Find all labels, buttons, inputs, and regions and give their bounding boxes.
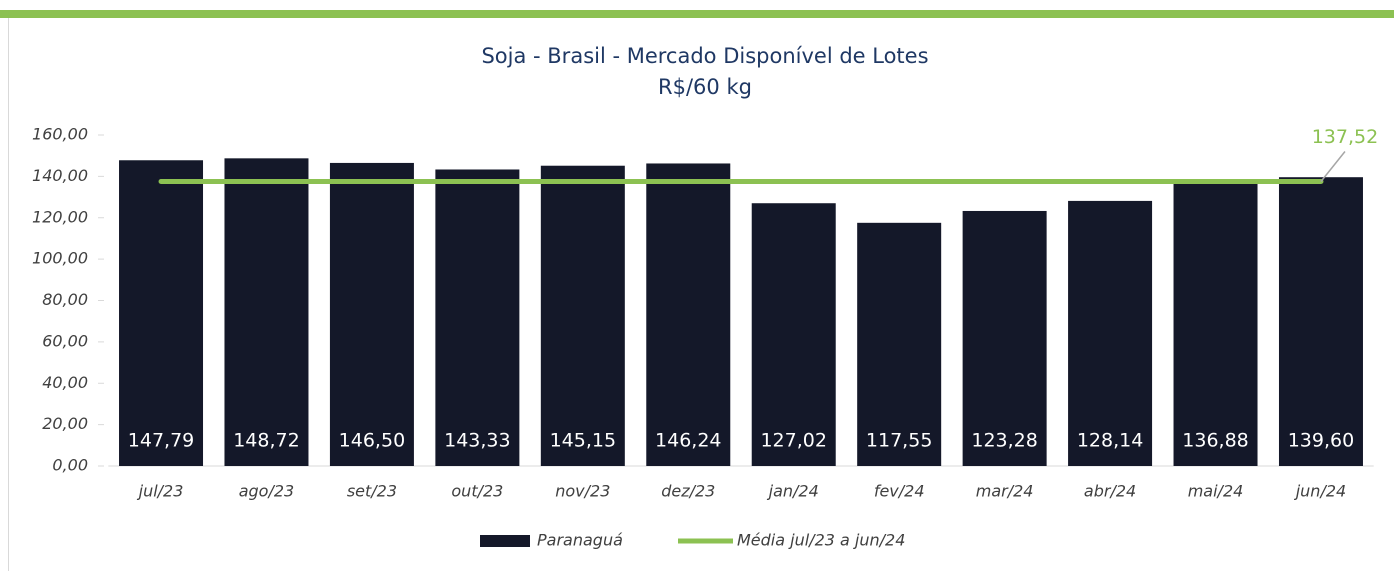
x-tick-label: nov/23 [555, 482, 610, 501]
y-tick-label: 100,00 [32, 249, 88, 268]
top-band [0, 10, 1394, 18]
y-tick-label: 140,00 [32, 166, 88, 185]
bar [751, 203, 836, 467]
x-tick-label: fev/24 [874, 482, 925, 501]
data-label: 146,50 [339, 430, 405, 452]
bar [857, 222, 942, 466]
x-tick-label: mai/24 [1188, 482, 1244, 501]
legend-label: Média jul/23 a jun/24 [737, 531, 905, 550]
x-tick-label: set/23 [347, 482, 397, 501]
x-tick-label: jun/24 [1294, 482, 1346, 501]
data-label: 148,72 [233, 430, 299, 452]
bar [1068, 200, 1153, 466]
data-label: 145,15 [550, 430, 616, 452]
x-tick-label: abr/24 [1084, 482, 1136, 501]
data-label: 117,55 [866, 430, 932, 452]
bar [646, 163, 731, 466]
chart-title: Soja - Brasil - Mercado Disponível de Lo… [481, 44, 928, 68]
data-label: 146,24 [655, 430, 721, 452]
bar [119, 160, 204, 466]
legend-label: Paranaguá [537, 531, 623, 550]
y-tick-label: 40,00 [42, 373, 88, 392]
y-tick-label: 0,00 [52, 456, 88, 475]
x-tick-label: dez/23 [661, 482, 715, 501]
data-label: 127,02 [760, 430, 826, 452]
y-tick-label: 80,00 [42, 290, 88, 309]
leader-line [1320, 151, 1346, 182]
bar [435, 169, 520, 466]
y-tick-label: 160,00 [32, 125, 88, 144]
chart-subtitle: R$/60 kg [658, 75, 752, 99]
bar [1173, 182, 1258, 466]
bar [329, 162, 414, 466]
data-label: 147,79 [128, 430, 194, 452]
x-tick-label: jul/23 [137, 482, 184, 501]
x-tick-label: out/23 [451, 482, 503, 501]
y-tick-label: 120,00 [32, 207, 88, 226]
data-label: 128,14 [1077, 430, 1143, 452]
data-label: 136,88 [1182, 430, 1248, 452]
x-tick-label: mar/24 [976, 482, 1034, 501]
x-tick-label: ago/23 [239, 482, 295, 501]
data-label: 123,28 [971, 430, 1037, 452]
data-label: 139,60 [1288, 430, 1354, 452]
data-label: 137,52 [1312, 126, 1378, 148]
legend-swatch [480, 535, 530, 547]
data-label: 143,33 [444, 430, 510, 452]
bar [962, 210, 1047, 466]
bar [1278, 177, 1363, 466]
bar [224, 158, 309, 466]
x-tick-label: jan/24 [767, 482, 819, 501]
bar [540, 165, 625, 466]
y-tick-label: 60,00 [42, 331, 88, 350]
y-tick-label: 20,00 [42, 414, 88, 433]
